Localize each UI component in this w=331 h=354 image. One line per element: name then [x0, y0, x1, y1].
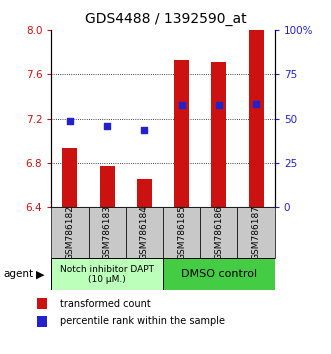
Text: GSM786183: GSM786183 — [103, 205, 112, 260]
Text: agent: agent — [3, 269, 33, 279]
Bar — [212, 62, 226, 207]
Text: DMSO control: DMSO control — [181, 269, 257, 279]
Point — [105, 124, 110, 129]
Point — [179, 102, 184, 108]
Bar — [37, 316, 47, 327]
Text: Notch inhibitor DAPT
(10 μM.): Notch inhibitor DAPT (10 μM.) — [60, 265, 154, 284]
Bar — [163, 258, 275, 290]
Text: GSM786182: GSM786182 — [66, 205, 74, 260]
Bar — [163, 207, 200, 258]
Bar — [126, 207, 163, 258]
Bar — [88, 207, 126, 258]
Point — [67, 118, 72, 124]
Bar — [37, 298, 47, 309]
Point — [142, 127, 147, 132]
Text: ▶: ▶ — [36, 269, 45, 279]
Bar — [249, 30, 263, 207]
Bar — [200, 207, 237, 258]
Point — [216, 102, 221, 108]
Text: GSM786187: GSM786187 — [252, 205, 260, 260]
Bar — [237, 207, 275, 258]
Bar — [51, 207, 88, 258]
Text: GSM786186: GSM786186 — [214, 205, 223, 260]
Point — [254, 101, 259, 107]
Bar — [51, 258, 163, 290]
Bar — [137, 179, 152, 207]
Text: GSM786185: GSM786185 — [177, 205, 186, 260]
Bar — [63, 148, 77, 207]
Text: GDS4488 / 1392590_at: GDS4488 / 1392590_at — [85, 12, 246, 27]
Bar — [174, 60, 189, 207]
Text: transformed count: transformed count — [60, 299, 151, 309]
Bar — [100, 166, 115, 207]
Text: percentile rank within the sample: percentile rank within the sample — [60, 316, 225, 326]
Text: GSM786184: GSM786184 — [140, 205, 149, 260]
